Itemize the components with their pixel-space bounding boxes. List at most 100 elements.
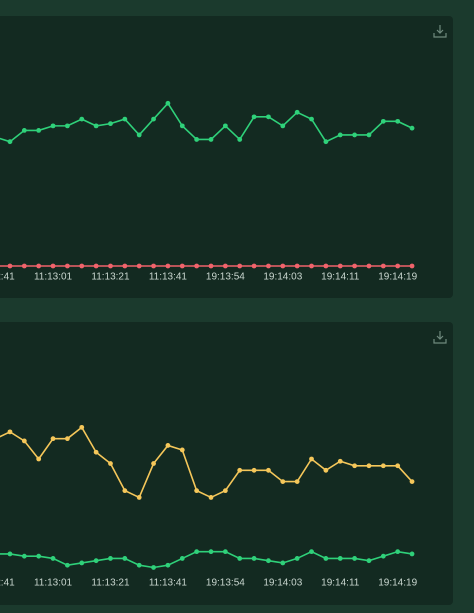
- data-point: [93, 263, 99, 269]
- data-point: [194, 488, 200, 494]
- data-point: [222, 488, 228, 494]
- x-tick-label: 11:13:01: [34, 578, 73, 589]
- data-point: [266, 558, 271, 564]
- data-point: [7, 429, 13, 435]
- data-point: [165, 443, 171, 448]
- data-point: [93, 449, 99, 455]
- data-point: [251, 263, 257, 269]
- x-tick-label: 11:13:21: [91, 578, 130, 589]
- data-point: [179, 263, 185, 269]
- data-point: [366, 263, 372, 269]
- data-point: [280, 479, 286, 484]
- data-point: [208, 263, 214, 269]
- x-tick-label: 19:14:03: [263, 272, 302, 283]
- data-point: [151, 565, 156, 570]
- data-point: [280, 560, 286, 566]
- data-point: [251, 467, 257, 473]
- data-point: [395, 549, 401, 555]
- data-point: [165, 562, 171, 568]
- data-point: [122, 556, 128, 561]
- data-point: [352, 132, 357, 138]
- data-point: [21, 553, 27, 559]
- data-point: [237, 556, 243, 561]
- x-tick-label: 19:14:03: [263, 578, 302, 589]
- x-tick-label: 11:12:41: [0, 578, 15, 589]
- data-point: [108, 121, 113, 127]
- data-point: [194, 137, 200, 142]
- data-point: [237, 137, 243, 142]
- data-point: [194, 263, 200, 269]
- x-tick-label: 19:14:19: [378, 578, 417, 589]
- data-point: [79, 560, 85, 566]
- data-point: [337, 458, 343, 464]
- x-tick-label: 19:14:11: [321, 272, 360, 283]
- data-point: [309, 116, 314, 122]
- data-point: [294, 479, 300, 484]
- data-point: [395, 118, 401, 124]
- data-point: [409, 479, 415, 484]
- data-point: [93, 123, 99, 129]
- data-point: [108, 461, 113, 466]
- data-point: [309, 456, 314, 462]
- data-point: [208, 137, 214, 142]
- data-point: [36, 553, 42, 559]
- data-point: [122, 488, 128, 494]
- data-point: [36, 127, 42, 133]
- data-point: [237, 467, 243, 473]
- data-point: [237, 263, 243, 269]
- data-point: [151, 461, 156, 466]
- x-tick-label: 11:13:01: [34, 272, 73, 283]
- data-point: [21, 438, 27, 444]
- data-point: [7, 551, 13, 557]
- x-tick-label: 11:13:41: [149, 578, 188, 589]
- data-point: [222, 549, 228, 555]
- data-point: [380, 118, 386, 124]
- data-point: [352, 556, 357, 561]
- data-point: [136, 495, 142, 500]
- data-point: [366, 558, 372, 564]
- data-point: [36, 456, 42, 462]
- data-point: [266, 467, 271, 473]
- data-point: [179, 447, 185, 453]
- data-point: [50, 556, 56, 561]
- data-point: [50, 436, 56, 442]
- data-point: [151, 116, 156, 122]
- data-point: [79, 424, 85, 430]
- data-point: [280, 263, 286, 269]
- data-point: [409, 263, 415, 269]
- x-tick-label: 19:14:11: [321, 578, 360, 589]
- data-point: [323, 467, 329, 473]
- data-point: [409, 551, 415, 557]
- data-point: [251, 114, 257, 120]
- data-point: [179, 556, 185, 561]
- data-point: [136, 263, 142, 269]
- x-tick-label: 11:12:41: [0, 272, 15, 283]
- data-point: [208, 495, 214, 500]
- data-point: [380, 263, 386, 269]
- data-point: [380, 553, 386, 559]
- data-point: [366, 132, 372, 138]
- data-point: [323, 556, 329, 561]
- data-point: [108, 556, 113, 561]
- data-point: [222, 123, 228, 129]
- data-point: [179, 123, 185, 129]
- download-button[interactable]: [433, 331, 447, 344]
- data-point: [79, 263, 85, 269]
- data-point: [323, 263, 329, 269]
- panel: [0, 16, 453, 298]
- data-point: [136, 562, 142, 568]
- data-point: [65, 562, 70, 568]
- download-button[interactable]: [433, 25, 447, 38]
- data-point: [151, 263, 156, 269]
- x-tick-label: 19:14:19: [378, 272, 417, 283]
- data-point: [294, 556, 300, 561]
- data-point: [251, 556, 257, 561]
- x-tick-label: 11:13:21: [91, 272, 130, 283]
- data-point: [122, 263, 128, 269]
- data-point: [36, 263, 42, 269]
- data-point: [366, 463, 372, 469]
- data-point: [165, 263, 171, 269]
- data-point: [337, 556, 343, 561]
- data-point: [409, 125, 415, 131]
- data-point: [266, 114, 271, 120]
